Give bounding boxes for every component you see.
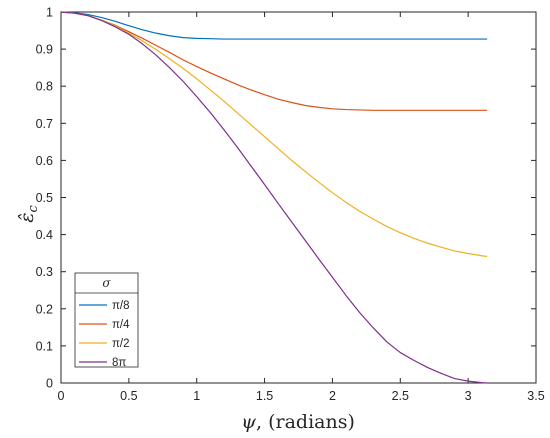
y-axis-ticks: 0 0.1 0.2 0.3 0.4 0.5 0.6 0.7 0.8 0.9 1 xyxy=(36,6,536,391)
x-tick-label: 1.5 xyxy=(256,389,273,403)
x-tick-label: 2 xyxy=(329,389,336,403)
plot-area xyxy=(60,11,537,384)
x-axis-ticks: 0 0.5 1 1.5 2 2.5 3 3.5 xyxy=(58,12,545,403)
svg-text:ε̂c: ε̂c xyxy=(16,205,41,223)
y-tick-label: 0.9 xyxy=(36,43,53,57)
y-tick-label: 0.5 xyxy=(36,191,53,205)
y-tick-label: 0.6 xyxy=(36,154,53,168)
x-tick-label: 0.5 xyxy=(120,389,137,403)
legend-label: π/8 xyxy=(112,300,130,312)
y-tick-label: 0.8 xyxy=(36,80,53,94)
legend-title: σ xyxy=(102,276,111,290)
y-tick-label: 0.3 xyxy=(36,265,53,279)
series-lines xyxy=(60,11,488,384)
x-tick-label: 3.5 xyxy=(527,389,544,403)
legend-label: 8π xyxy=(112,357,126,369)
legend-items: π/8 π/4 π/2 8π xyxy=(79,300,130,369)
y-axis-label: ε̂c xyxy=(16,205,41,223)
series-line xyxy=(60,11,488,384)
x-tick-label: 1 xyxy=(193,389,200,403)
x-axis-label-symbol: ψ xyxy=(241,411,257,433)
y-axis-label-symbol: ε̂ xyxy=(16,213,38,223)
y-axis-label-subscript: c xyxy=(26,205,41,213)
x-axis-label: ψ, (radians) xyxy=(241,411,355,433)
x-tick-label: 2.5 xyxy=(392,389,409,403)
x-tick-label: 0 xyxy=(58,389,65,403)
y-tick-label: 0.1 xyxy=(36,339,53,353)
y-tick-label: 1 xyxy=(46,6,53,20)
series-line xyxy=(60,11,488,258)
legend-label: π/4 xyxy=(112,319,130,331)
legend: σ π/8 π/4 π/2 8π xyxy=(74,272,139,369)
y-tick-label: 0 xyxy=(46,377,53,391)
y-tick-label: 0.4 xyxy=(36,228,53,242)
series-line xyxy=(60,11,488,111)
y-tick-label: 0.2 xyxy=(36,302,53,316)
series-line xyxy=(60,11,488,40)
y-tick-label: 0.7 xyxy=(36,117,53,131)
legend-label: π/2 xyxy=(112,338,130,350)
x-tick-label: 3 xyxy=(465,389,472,403)
legend-box xyxy=(74,272,139,368)
x-axis-label-text: , (radians) xyxy=(256,411,355,433)
